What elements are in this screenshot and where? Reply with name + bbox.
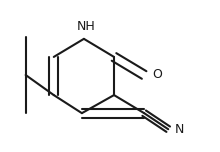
Text: NH: NH [77,20,95,33]
Text: N: N [174,123,184,136]
Text: O: O [152,69,162,81]
